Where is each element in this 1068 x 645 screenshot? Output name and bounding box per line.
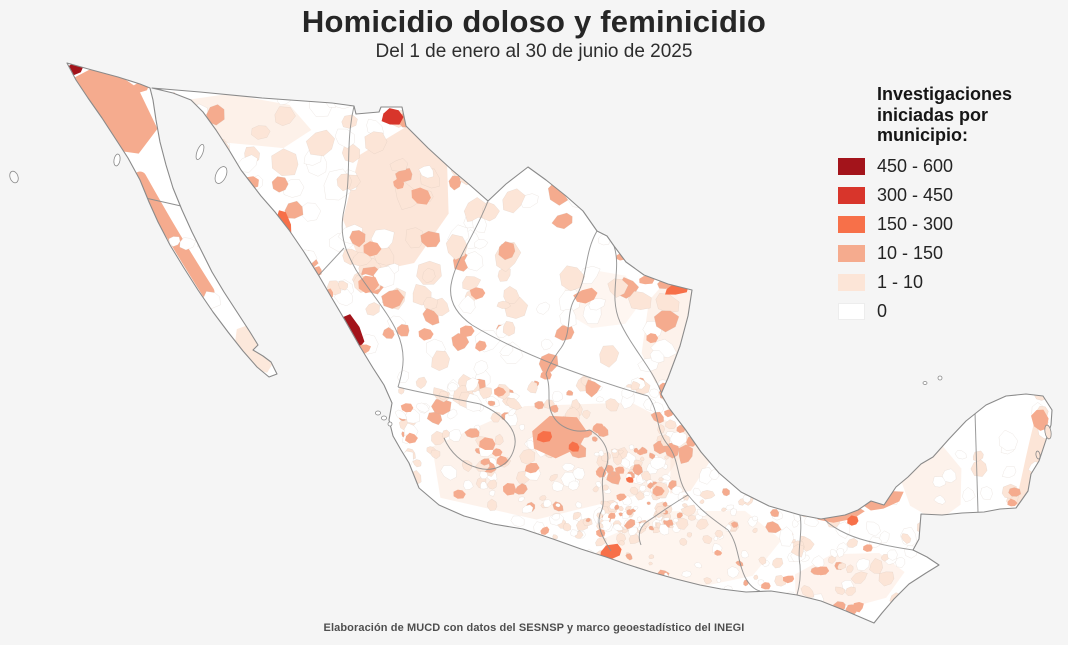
legend-label: 0 (877, 301, 888, 322)
legend-items: 450 - 600 300 - 450 150 - 300 10 - 150 1… (838, 156, 1038, 322)
page-subtitle: Del 1 de enero al 30 de junio de 2025 (375, 41, 693, 62)
source-credit: Elaboración de MUCD con datos del SESNSP… (323, 622, 745, 634)
legend-item: 150 - 300 (838, 214, 1038, 235)
legend-label: 300 - 450 (877, 185, 954, 206)
legend-label: 450 - 600 (877, 156, 954, 177)
legend-item: 0 (838, 301, 1038, 322)
legend-swatch (838, 216, 865, 234)
legend-label: 1 - 10 (877, 272, 924, 293)
page-title: Homicidio doloso y feminicidio (301, 4, 767, 39)
legend-item: 300 - 450 (838, 185, 1038, 206)
legend-swatch (838, 274, 865, 292)
legend-item: 1 - 10 (838, 272, 1038, 293)
legend: Investigaciones iniciadas por municipio:… (838, 84, 1038, 322)
legend-swatch (838, 245, 865, 263)
legend-swatch (838, 303, 865, 321)
legend-label: 150 - 300 (877, 214, 954, 235)
legend-swatch (838, 158, 865, 176)
legend-item: 450 - 600 (838, 156, 1038, 177)
legend-title: Investigaciones iniciadas por municipio: (877, 84, 1013, 146)
legend-item: 10 - 150 (838, 243, 1038, 264)
legend-label: 10 - 150 (877, 243, 944, 264)
legend-swatch (838, 187, 865, 205)
